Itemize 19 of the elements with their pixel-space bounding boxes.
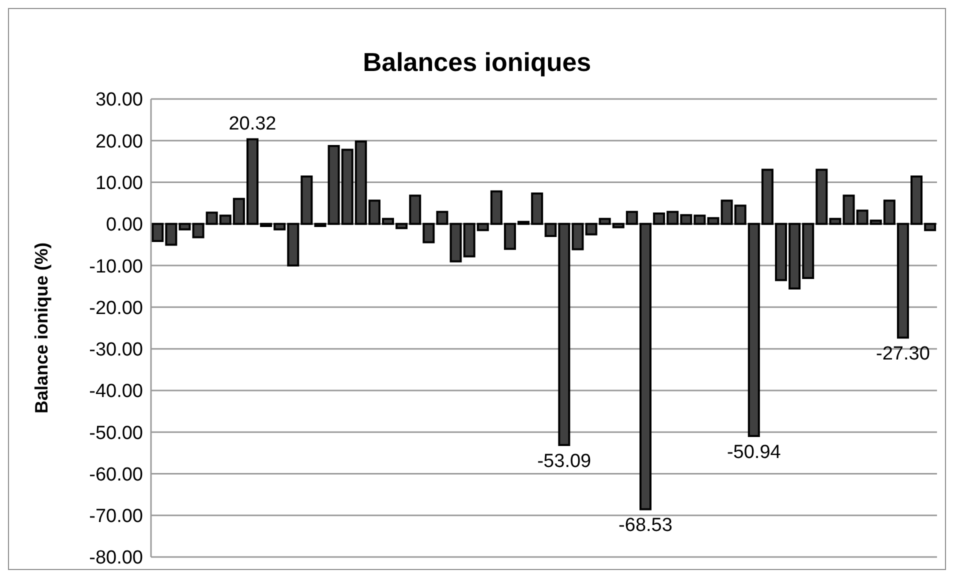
y-axis-title: Balance ionique (%) [31, 242, 52, 414]
data-label: -53.09 [537, 450, 592, 472]
y-tick-label: -10.00 [89, 256, 143, 278]
chart-title: Balances ioniques [362, 47, 592, 78]
y-tick-label: -80.00 [89, 548, 143, 569]
y-tick-label: -40.00 [89, 381, 143, 402]
y-tick-label: -70.00 [89, 506, 143, 528]
y-tick-label: 30.00 [95, 90, 143, 111]
y-tick-label: 10.00 [95, 173, 143, 194]
y-tick-label: 0.00 [106, 214, 143, 236]
data-label: -50.94 [726, 442, 782, 464]
y-tick-label: -30.00 [89, 340, 143, 361]
y-tick-label: -50.00 [89, 422, 143, 444]
data-label: -27.30 [876, 344, 930, 365]
y-tick-label: 20.00 [95, 131, 143, 152]
y-tick-label: -20.00 [89, 298, 143, 319]
data-label: -68.53 [618, 515, 672, 536]
y-tick-label: -60.00 [89, 464, 143, 486]
data-label: 20.32 [228, 113, 276, 134]
